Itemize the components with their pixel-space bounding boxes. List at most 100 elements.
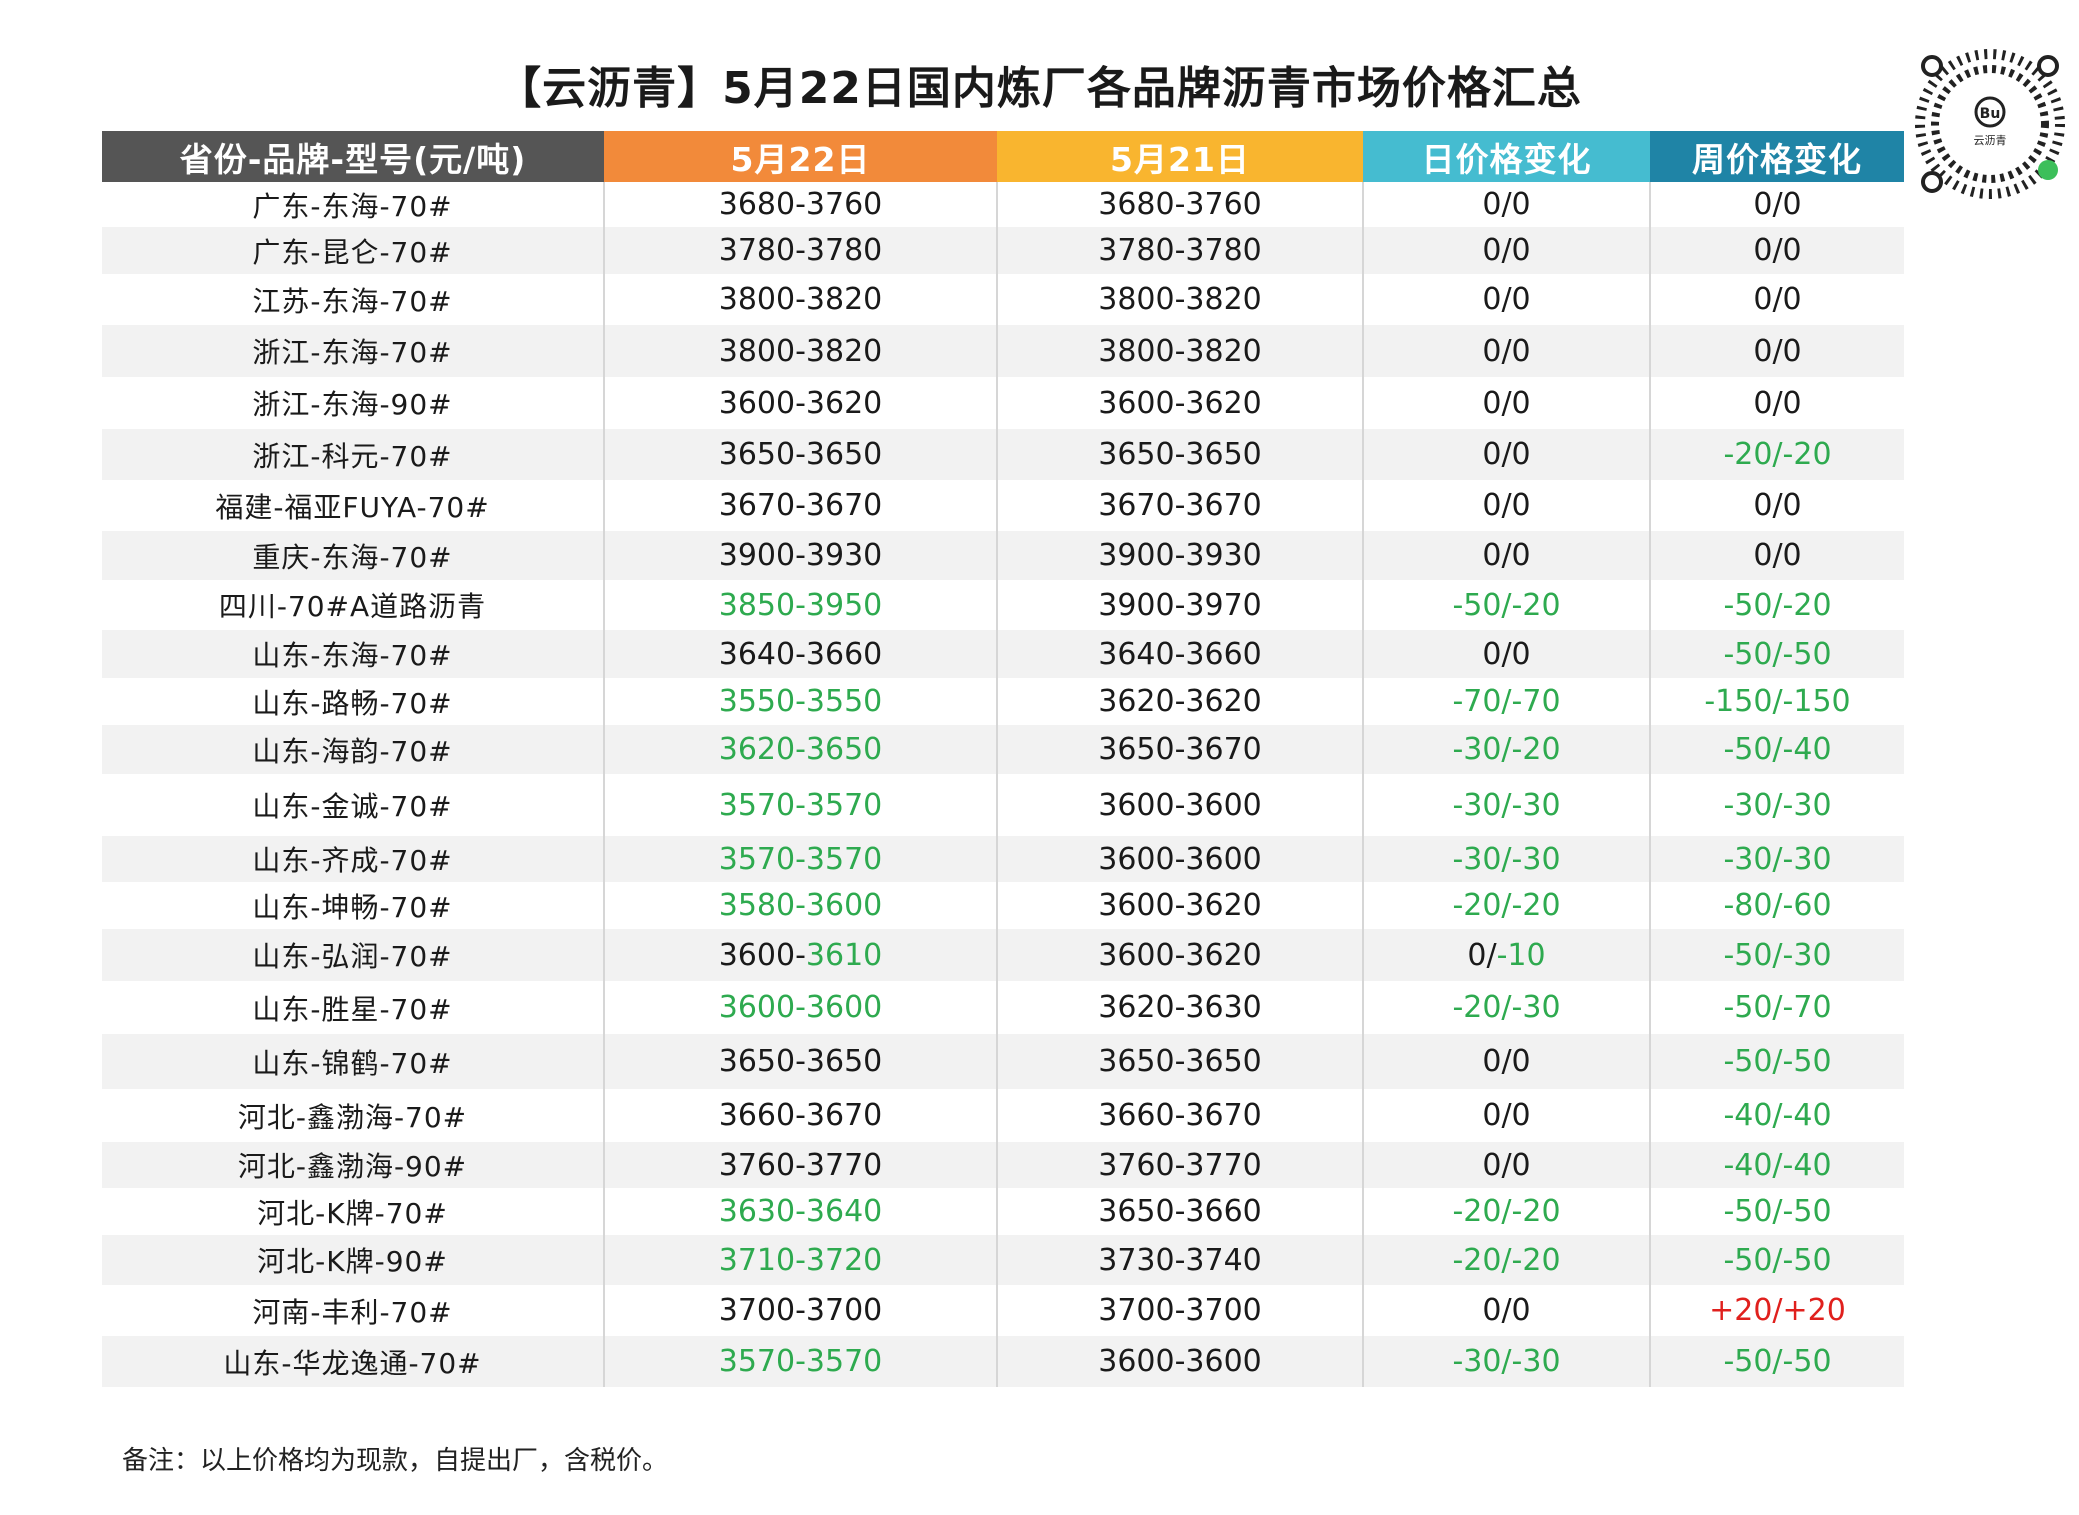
price-may22: 3620-3650 [604,725,998,774]
weekly-change-value: -40/-40 [1723,1147,1832,1183]
daily-change: -20/-20 [1363,1235,1651,1285]
daily-change-value: 0/0 [1482,1044,1531,1079]
price-may21: 3640-3660 [997,630,1364,678]
price-may22-value: 3760-3770 [718,1147,883,1183]
row-label: 河北-鑫渤海-70# [102,1089,605,1142]
price-may22: 3800-3820 [604,274,998,325]
price-may21: 3760-3770 [997,1142,1364,1188]
row-label: 河北-K牌-70# [102,1188,605,1235]
qr-code-icon: Bu 云沥青 [1915,49,2065,199]
price-may22: 3630-3640 [604,1188,998,1235]
price-may22-value: 3670-3670 [718,488,883,523]
price-may22: 3700-3700 [604,1285,998,1336]
daily-change-value: 0/0 [1482,488,1531,523]
price-may22: 3670-3670 [604,480,998,531]
daily-change-value: -30/-20 [1452,732,1561,767]
weekly-change-value: -50/-50 [1723,1344,1832,1379]
price-may22-value: 3780-3780 [718,233,883,268]
row-label: 浙江-东海-70# [102,325,605,377]
price-may22: 3550-3550 [604,678,998,725]
daily-change-value: 0/ [1467,937,1497,973]
weekly-change-value: -40/-40 [1723,1098,1832,1133]
price-may21: 3600-3620 [997,882,1364,929]
weekly-change: -40/-40 [1650,1142,1904,1188]
weekly-change: -50/-20 [1650,580,1904,630]
price-may22-value: 3700-3700 [718,1293,883,1328]
price-may21: 3650-3650 [997,429,1364,480]
price-may22: 3570-3570 [604,774,998,836]
svg-text:Bu: Bu [1980,106,2001,122]
weekly-change-value: -50/-50 [1723,1044,1832,1079]
weekly-change: 0/0 [1650,325,1904,377]
weekly-change: -40/-40 [1650,1089,1904,1142]
price-may22: 3680-3760 [604,182,998,227]
daily-change: 0/0 [1363,480,1651,531]
weekly-change-value: -50/-20 [1723,587,1832,623]
price-may22-value: 3650-3650 [718,437,883,472]
daily-change: 0/0 [1363,1142,1651,1188]
daily-change: 0/0 [1363,377,1651,429]
weekly-change: -50/-50 [1650,1336,1904,1387]
qr-brand-label: 云沥青 [1974,134,2007,147]
daily-change-value: 0/0 [1482,1293,1531,1328]
daily-change: -20/-20 [1363,882,1651,929]
weekly-change: 0/0 [1650,227,1904,274]
daily-change: -20/-30 [1363,981,1651,1034]
price-may21: 3680-3760 [997,182,1364,227]
row-label: 山东-华龙逸通-70# [102,1336,605,1387]
table-row: 山东-路畅-70# 3550-3550 3620-3620 -70/-70 -150/-… [102,678,1904,725]
table-row: 山东-东海-70# 3640-3660 3640-3660 0/0 -50/-50 [102,630,1904,678]
table-row: 四川-70#A道路沥青 3850-3950 3900-3970 -50/-20 -50/… [102,580,1904,630]
daily-change-value: 0/0 [1482,385,1531,421]
table-header-row: 省份-品牌-型号(元/吨) 5月22日 5月21日 日价格变化 周价格变化 [102,131,1904,182]
weekly-change: -50/-50 [1650,1235,1904,1285]
row-label: 山东-坤畅-70# [102,882,605,929]
weekly-change: -20/-20 [1650,429,1904,480]
daily-change: 0/0 [1363,531,1651,580]
page-title: 【云沥青】5月22日国内炼厂各品牌沥青市场价格汇总 [497,63,1582,114]
price-may22: 3650-3650 [604,429,998,480]
row-label: 山东-东海-70# [102,630,605,678]
price-may21: 3620-3620 [997,678,1364,725]
weekly-change: -30/-30 [1650,836,1904,882]
weekly-change: 0/0 [1650,377,1904,429]
price-may21: 3660-3670 [997,1089,1364,1142]
price-may22-value: 3900-3930 [718,538,883,573]
row-label: 重庆-东海-70# [102,531,605,580]
price-may22: 3600-3620 [604,377,998,429]
weekly-change-value: -50/-40 [1723,732,1832,767]
daily-change: 0/-10 [1363,929,1651,981]
row-label: 广东-东海-70# [102,182,605,227]
price-may22: 3600-3600 [604,981,998,1034]
daily-change-value: -20/-20 [1452,1194,1561,1229]
table-row: 河南-丰利-70# 3700-3700 3700-3700 0/0 +20/+20 [102,1285,1904,1336]
header-daily-change: 日价格变化 [1363,131,1650,182]
price-may21: 3600-3620 [997,929,1364,981]
row-label: 河北-鑫渤海-90# [102,1142,605,1188]
weekly-change: -80/-60 [1650,882,1904,929]
weekly-change: +20/+20 [1650,1285,1904,1336]
price-may22-value: 3680-3760 [718,187,883,222]
daily-change: -30/-30 [1363,1336,1651,1387]
price-may22-value: 3660-3670 [718,1098,883,1133]
price-may21: 3800-3820 [997,325,1364,377]
daily-change-value: 0/0 [1482,636,1531,672]
price-may21: 3670-3670 [997,480,1364,531]
table-row: 山东-金诚-70# 3570-3570 3600-3600 -30/-30 -30/-3… [102,774,1904,836]
price-may22: 3580-3600 [604,882,998,929]
weekly-change: -150/-150 [1650,678,1904,725]
row-label: 福建-福亚FUYA-70# [102,480,605,531]
price-may22-value: 3600-3620 [718,385,883,421]
weekly-change-value: 0/0 [1753,187,1802,222]
price-may22: 3760-3770 [604,1142,998,1188]
row-label: 山东-海韵-70# [102,725,605,774]
price-may22: 3660-3670 [604,1089,998,1142]
price-may21: 3620-3630 [997,981,1364,1034]
table-row: 山东-弘润-70# 3600-3610 3600-3620 0/-10 -50/-30 [102,929,1904,981]
price-may22: 3640-3660 [604,630,998,678]
weekly-change: -50/-70 [1650,981,1904,1034]
price-may22-value: 3600- [718,937,806,973]
price-may22-value: 3600-3600 [718,990,883,1025]
price-may22: 3780-3780 [604,227,998,274]
table-row: 江苏-东海-70# 3800-3820 3800-3820 0/0 0/0 [102,274,1904,325]
